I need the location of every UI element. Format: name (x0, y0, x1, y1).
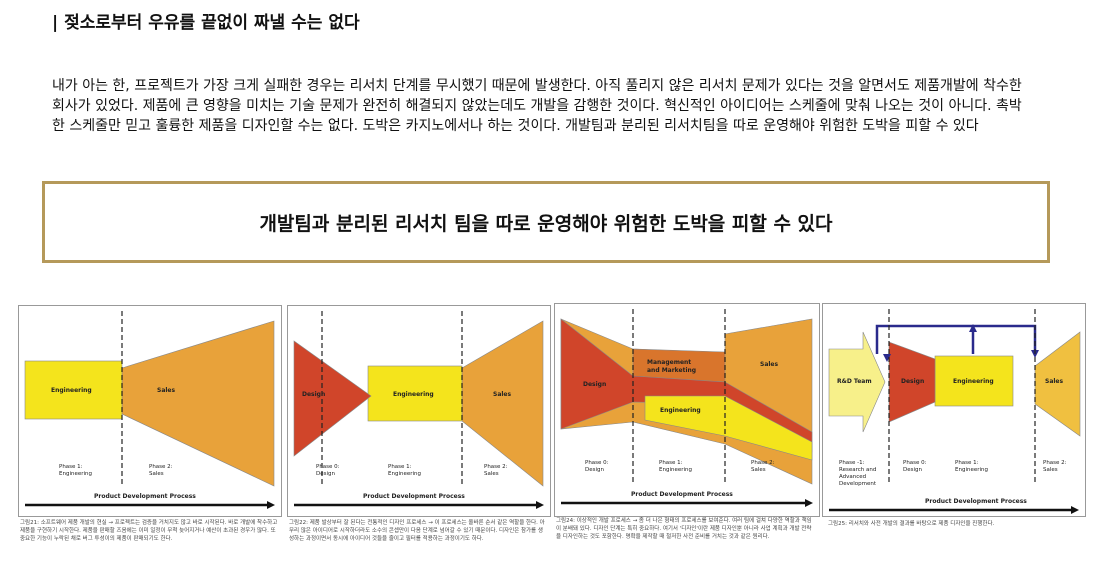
heading: | 젖소로부터 우유를 끝없이 짜낼 수는 없다 (52, 13, 360, 33)
label: Design (583, 381, 606, 388)
caption: 그림24: 이상적인 개발 프로세스 → 좀 더 나은 형태의 프로세스를 보여… (556, 518, 812, 540)
shape (888, 341, 936, 423)
label: Sales (760, 361, 778, 368)
caption: 그림22: 제품 발상부터 잘 된다는 전통적인 디자인 프로세스 → 이 프로… (289, 520, 545, 542)
figure: Design Management and Marketing Sales En… (554, 303, 820, 517)
phase: Phase 1: Engineering (659, 460, 692, 473)
phase: Phase 1: Engineering (388, 464, 421, 477)
process-label: Product Development Process (94, 493, 196, 500)
process-label: Product Development Process (363, 493, 465, 500)
phase: Phase 2: Sales (751, 460, 775, 473)
callout: 개발팀과 분리된 리서치 팀을 따로 운영해야 위험한 도박을 피할 수 있다 (42, 181, 1050, 263)
phase: Phase -1: Research and Advanced Development (839, 460, 877, 487)
shape (934, 355, 1014, 407)
arrow-head (267, 501, 275, 509)
shape (828, 331, 886, 433)
shape (24, 360, 123, 420)
shape (367, 365, 463, 422)
figure: Design Engineering Sales Phase 0: Design … (287, 305, 551, 517)
process-label: Product Development Process (925, 498, 1027, 505)
phase: Phase 2: Sales (1043, 460, 1067, 473)
label: Engineering (660, 407, 701, 414)
shape (293, 340, 372, 457)
label: Engineering (953, 378, 994, 385)
paragraph: 내가 아는 한, 프로젝트가 가장 크게 실패한 경우는 리서치 단계를 무시했… (52, 78, 1022, 134)
phase: Phase 0: Design (585, 460, 609, 473)
phase: Phase 2: Sales (149, 464, 173, 477)
label: R&D Team (837, 378, 872, 385)
process-label: Product Development Process (631, 491, 733, 498)
label: Engineering (51, 387, 92, 394)
arrow-head (883, 354, 891, 362)
label: Design (302, 391, 325, 398)
label: Engineering (393, 391, 434, 398)
caption: 그림21: 소프트웨어 제품 개발의 현실 → 프로젝트는 검증을 거치지도 않… (20, 520, 278, 542)
caption: 그림25: 리서치와 사전 개발의 결과를 바탕으로 제품 디자인을 진행한다. (828, 521, 995, 527)
label: Sales (157, 387, 175, 394)
phase: Phase 0: Design (903, 460, 927, 473)
label: Design (901, 378, 924, 385)
phase: Phase 0: Design (316, 464, 340, 477)
arrow-head (536, 501, 544, 509)
phase: Phase 1: Engineering (955, 460, 988, 473)
phase: Phase 1: Engineering (59, 464, 92, 477)
figure: R&D Team Design Engineering Sales Phase … (822, 303, 1086, 517)
connector (875, 324, 1037, 354)
arrow-head (969, 324, 977, 332)
shape (644, 395, 813, 461)
shape (461, 320, 544, 487)
label: Sales (1045, 378, 1063, 385)
figure: Engineering Sales Phase 1: Engineering Ph… (18, 305, 282, 517)
arrow-head (1071, 506, 1079, 514)
shape (121, 320, 275, 487)
label: Management (647, 359, 691, 366)
label: and Marketing (647, 367, 696, 374)
arrow-head (805, 499, 813, 507)
phase: Phase 2: Sales (484, 464, 508, 477)
label: Sales (493, 391, 511, 398)
